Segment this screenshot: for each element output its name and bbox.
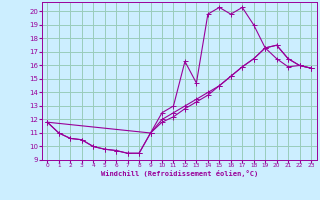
X-axis label: Windchill (Refroidissement éolien,°C): Windchill (Refroidissement éolien,°C) <box>100 170 258 177</box>
